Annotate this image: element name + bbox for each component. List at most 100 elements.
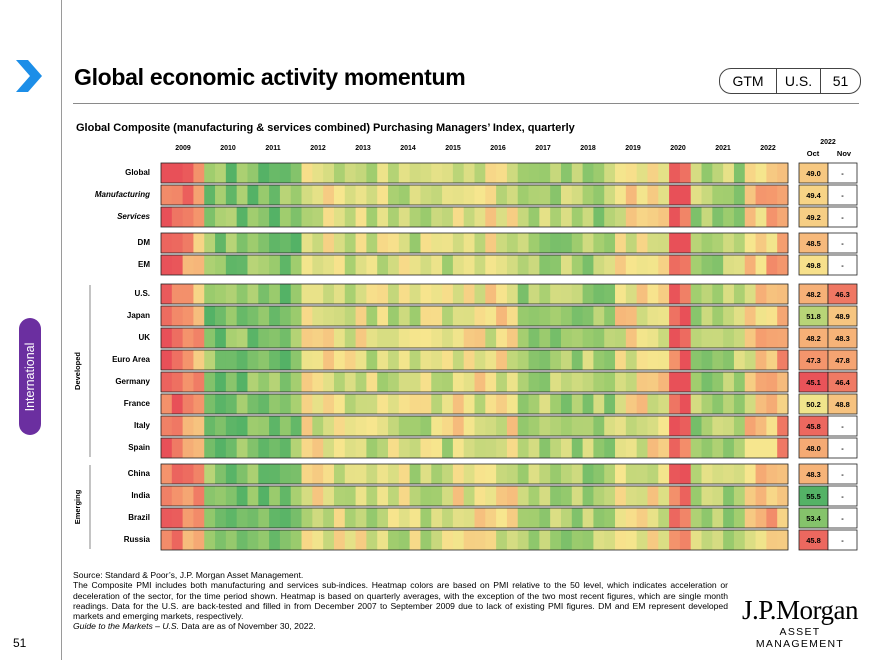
heat-cell <box>215 233 227 253</box>
heat-cell <box>496 486 508 506</box>
row-label-france: France <box>124 399 151 408</box>
heat-cell <box>366 508 378 528</box>
heat-cell <box>701 464 713 484</box>
heat-cell <box>506 464 519 484</box>
heat-cell <box>344 328 356 348</box>
heat-cell <box>690 508 702 528</box>
row-label-euro-area: Euro Area <box>112 355 150 364</box>
heat-cell <box>755 255 767 275</box>
recent-value-em-nov: - <box>841 261 844 270</box>
region-label[interactable]: U.S. <box>777 69 821 93</box>
heat-cell <box>615 328 627 348</box>
heat-cell <box>171 530 184 550</box>
heat-cell <box>744 438 756 458</box>
heat-cell <box>658 233 670 253</box>
heat-cell <box>323 207 335 227</box>
heat-cell <box>171 416 184 436</box>
heat-cell <box>550 163 562 183</box>
heat-cell <box>604 486 616 506</box>
heat-cell <box>539 185 551 205</box>
heat-cell <box>431 438 443 458</box>
heat-cell <box>679 394 692 414</box>
section-tab-international[interactable]: International <box>19 318 41 435</box>
heat-cell <box>269 207 281 227</box>
heat-cell <box>431 306 443 326</box>
heat-cell <box>496 350 508 370</box>
heat-cell <box>463 486 475 506</box>
recent-box <box>827 162 858 184</box>
heat-cell <box>669 350 681 370</box>
heat-cell <box>647 350 659 370</box>
heat-cell <box>409 372 421 392</box>
heat-cell <box>517 486 529 506</box>
heat-cell <box>247 185 259 205</box>
heat-cell <box>571 185 583 205</box>
heat-cell <box>366 255 378 275</box>
row-frame-china <box>160 463 789 485</box>
page-number-badge[interactable]: 51 <box>832 73 849 89</box>
heat-cell <box>279 350 292 370</box>
heat-cell <box>258 394 270 414</box>
heat-cell <box>420 306 432 326</box>
heat-cell <box>723 350 735 370</box>
heat-cell <box>323 163 335 183</box>
heat-cell <box>539 416 551 436</box>
heat-cell <box>582 394 594 414</box>
heat-cell <box>420 233 432 253</box>
heat-cell <box>615 284 627 304</box>
gtm-label[interactable]: GTM <box>720 69 777 93</box>
heat-cell <box>344 207 356 227</box>
heat-cell <box>420 185 432 205</box>
heat-cell <box>766 207 778 227</box>
heat-cell <box>604 464 616 484</box>
heat-cell <box>171 163 184 183</box>
heat-cell <box>355 508 367 528</box>
heat-cell <box>236 508 248 528</box>
heat-cell <box>323 464 335 484</box>
heat-cell <box>269 255 281 275</box>
heat-cell <box>604 255 616 275</box>
heat-cell <box>225 207 238 227</box>
heat-cell <box>333 438 346 458</box>
heat-cell <box>377 394 389 414</box>
heat-cell <box>333 486 346 506</box>
heat-cell <box>247 416 259 436</box>
heat-cell <box>560 464 573 484</box>
heat-cell <box>636 530 648 550</box>
heat-cell <box>442 416 454 436</box>
heat-cell <box>723 464 735 484</box>
heat-cell <box>658 438 670 458</box>
gtm-nav[interactable]: GTM U.S. 51 <box>719 68 861 94</box>
heat-cell <box>182 185 194 205</box>
heat-cell <box>442 530 454 550</box>
heat-cell <box>625 464 638 484</box>
heat-cell <box>733 486 746 506</box>
heat-cell <box>215 328 227 348</box>
heat-cell <box>615 438 627 458</box>
heat-cell <box>442 438 454 458</box>
heat-cell <box>539 306 551 326</box>
year-label-2021: 2021 <box>715 145 731 152</box>
heat-cell <box>193 207 205 227</box>
heat-cell <box>690 163 702 183</box>
heat-cell <box>593 530 605 550</box>
recent-value-manufacturing-nov: - <box>841 191 844 200</box>
heat-cell <box>193 394 205 414</box>
heat-cell <box>388 306 400 326</box>
heat-cell <box>312 233 324 253</box>
heat-cell <box>636 438 648 458</box>
heat-cell <box>506 372 519 392</box>
row-label-services: Services <box>117 212 150 221</box>
recent-box <box>827 184 858 206</box>
heat-cell <box>485 508 497 528</box>
heat-cell <box>474 306 486 326</box>
heat-cell <box>182 350 194 370</box>
heat-cell <box>247 255 259 275</box>
heat-cell <box>679 464 692 484</box>
heat-cell <box>398 233 411 253</box>
heat-cell <box>744 328 756 348</box>
heat-cell <box>604 328 616 348</box>
heat-cell <box>463 464 475 484</box>
heat-cell <box>593 416 605 436</box>
heat-cell <box>485 438 497 458</box>
